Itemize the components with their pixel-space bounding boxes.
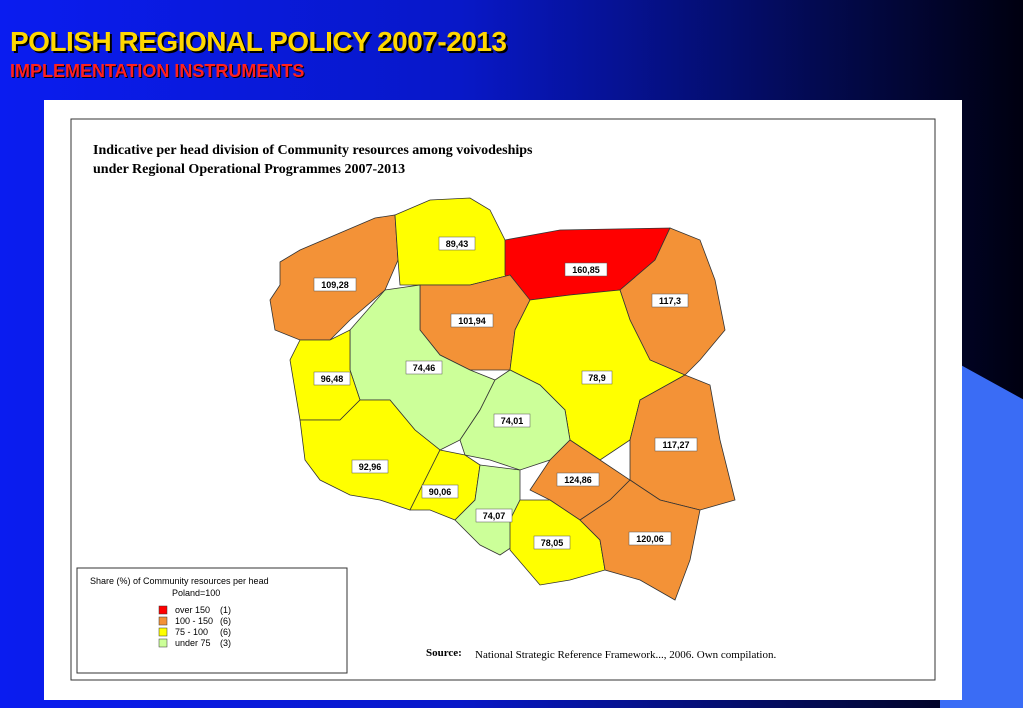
region-label-box: [654, 437, 698, 452]
region-label-box: [475, 508, 513, 523]
region-label: 117,3: [659, 296, 681, 306]
region-label: 90,06: [429, 487, 452, 497]
region-label: 117,27: [662, 440, 689, 450]
region-label-box: [438, 236, 476, 251]
slide-subtitle: IMPLEMENTATION INSTRUMENTS: [10, 61, 305, 81]
regions: 109,28 89,43 160,85 117,3 101,94 74,46 96,48 78…: [269, 197, 736, 601]
slide-title: POLISH REGIONAL POLICY 2007-2013: [10, 26, 507, 57]
frame: [70, 118, 936, 681]
legend: over 150 (1) 100 - 150 (6) 75 - 100 (6) under …: [158, 605, 231, 648]
region-label-box: [421, 484, 459, 499]
region-label: 101,94: [458, 316, 486, 326]
region-label: 74,01: [501, 416, 524, 426]
legend-box: [76, 567, 348, 674]
legend-count: (6): [220, 616, 231, 626]
region-label-box: [564, 262, 608, 277]
legend-swatch: [158, 627, 168, 637]
region-label-box: [405, 360, 443, 375]
legend-count: (3): [220, 638, 231, 648]
source-label: Source:: [426, 647, 462, 659]
legend-swatch: [158, 638, 168, 648]
region-label: 89,43: [446, 239, 469, 249]
region-label-box: [651, 293, 689, 308]
region-label: 78,05: [541, 538, 564, 548]
region-label: 74,46: [413, 363, 436, 373]
region-label: 96,48: [321, 374, 344, 384]
legend-title: Share (%) of Community resources per hea…: [90, 576, 269, 586]
legend-count: (1): [220, 605, 231, 615]
region-label: 109,28: [321, 280, 349, 290]
region-label-box: [351, 459, 389, 474]
legend-count: (6): [220, 627, 231, 637]
region-label-box: [313, 277, 357, 292]
source-text: National Strategic Reference Framework..…: [475, 649, 776, 661]
legend-label: under 75: [175, 638, 211, 648]
region-label: 160,85: [572, 265, 600, 275]
region-label: 92,96: [359, 462, 382, 472]
region-label-box: [313, 371, 351, 386]
legend-swatch: [158, 616, 168, 626]
map-title: under Regional Operational Programmes 20…: [93, 162, 405, 177]
region-label-box: [493, 413, 531, 428]
map-title: Indicative per head division of Communit…: [93, 143, 533, 158]
legend-subtitle: Poland=100: [172, 588, 220, 598]
legend-label: 100 - 150: [175, 616, 213, 626]
region-label: 78,9: [588, 373, 606, 383]
legend-label: 75 - 100: [175, 627, 208, 637]
map: Indicative per head division of Communit…: [70, 118, 936, 681]
region-label: 74,07: [483, 511, 506, 521]
legend-label: over 150: [175, 605, 210, 615]
region-label: 124,86: [564, 475, 592, 485]
region-label-box: [533, 535, 571, 550]
region-label: 120,06: [636, 534, 664, 544]
map-panel: Indicative per head division of Communit…: [44, 100, 962, 700]
region-label-box: [450, 313, 494, 328]
region: [269, 214, 399, 341]
region-label-box: [556, 472, 600, 487]
legend-swatch: [158, 605, 168, 615]
region-label-box: [581, 370, 613, 385]
region-label-box: [628, 531, 672, 546]
